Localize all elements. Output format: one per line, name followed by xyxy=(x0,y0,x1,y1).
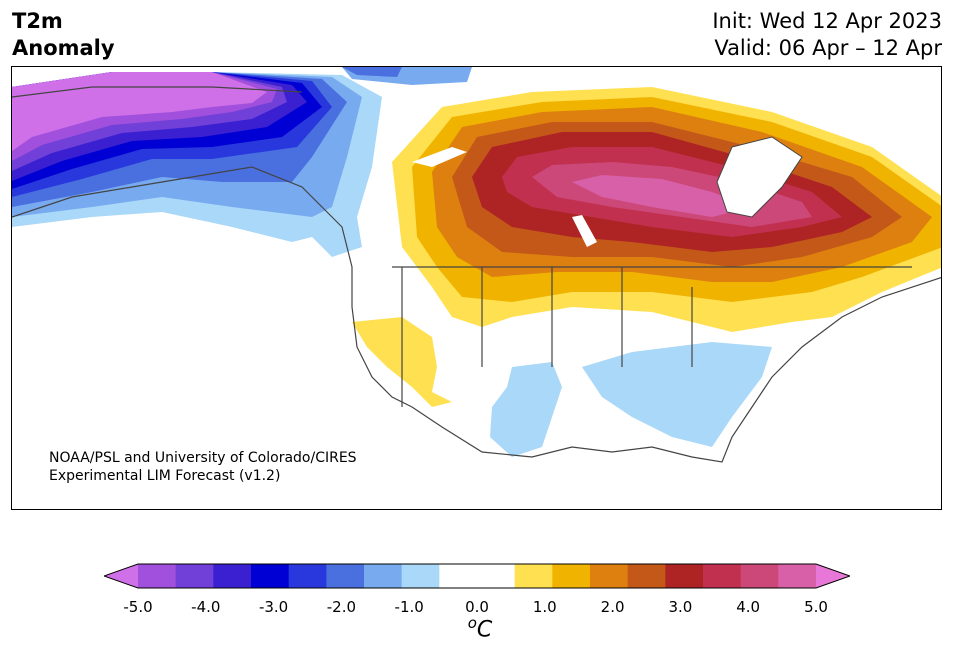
cold-anomaly-southwest xyxy=(490,362,562,457)
colorbar-swatches xyxy=(104,563,850,589)
credit-line-1: NOAA/PSL and University of Colorado/CIRE… xyxy=(49,450,357,466)
colorbar-tick-label: 3.0 xyxy=(668,598,693,616)
colorbar-swatch xyxy=(364,564,403,588)
colorbar-swatch xyxy=(326,564,365,588)
colorbar-tick-label: 4.0 xyxy=(736,598,761,616)
colorbar-outline xyxy=(104,563,850,589)
colorbar-swatch xyxy=(138,564,177,588)
colorbar-swatch xyxy=(401,564,440,588)
colorbar-swatch xyxy=(552,564,591,588)
credit-note: NOAA/PSL and University of Colorado/CIRE… xyxy=(49,449,357,485)
colorbar-tick-label: -4.0 xyxy=(191,598,221,616)
map-canvas xyxy=(12,67,941,463)
colorbar-swatch xyxy=(740,564,779,588)
colorbar-tick-label: 5.0 xyxy=(804,598,828,616)
colorbar-swatch xyxy=(703,564,742,588)
colorbar-unit: oC xyxy=(460,614,500,642)
colorbar xyxy=(104,563,850,589)
colorbar-swatch xyxy=(627,564,666,588)
arctic-water xyxy=(612,67,941,127)
init-date: Init: Wed 12 Apr 2023 xyxy=(712,9,942,33)
unit-degree: o xyxy=(467,614,477,632)
colorbar-tick-label: -1.0 xyxy=(394,598,424,616)
credit-line-2: Experimental LIM Forecast (v1.2) xyxy=(49,468,281,484)
warm-anomaly-canada xyxy=(392,87,941,332)
colorbar-tick-label: 1.0 xyxy=(532,598,557,616)
cold-anomaly-southeast xyxy=(582,342,772,447)
colorbar-swatch xyxy=(175,564,214,588)
forecast-dates: Init: Wed 12 Apr 2023 Valid: 06 Apr – 12… xyxy=(712,8,942,62)
cold-anomaly-alaska xyxy=(12,67,472,257)
valid-range: Valid: 06 Apr – 12 Apr xyxy=(714,36,942,60)
colorbar-tick-label: 0.0 xyxy=(465,598,489,616)
colorbar-extend-high xyxy=(816,564,850,588)
colorbar-swatch xyxy=(590,564,629,588)
colorbar-swatch xyxy=(778,564,817,588)
lake-winnipeg xyxy=(572,215,597,247)
colorbar-swatch xyxy=(288,564,327,588)
colorbar-swatch xyxy=(477,564,516,588)
colorbar-swatch xyxy=(439,564,478,588)
unit-celsius: C xyxy=(476,617,493,643)
title-line-2: Anomaly xyxy=(12,36,115,60)
anomaly-map xyxy=(11,66,942,510)
colorbar-tick-label: -5.0 xyxy=(123,598,153,616)
colorbar-tick-label: -3.0 xyxy=(258,598,289,616)
colorbar-tick-label: 2.0 xyxy=(600,598,625,616)
hudson-bay xyxy=(716,136,803,218)
colorbar-swatch xyxy=(213,564,252,588)
colorbar-swatch xyxy=(514,564,553,588)
colorbar-extend-low xyxy=(104,564,138,588)
colorbar-swatch xyxy=(251,564,290,588)
colorbar-swatch xyxy=(665,564,704,588)
great-slave-lake xyxy=(412,147,467,167)
coastlines xyxy=(12,86,941,463)
map-title: T2m Anomaly xyxy=(12,8,115,62)
colorbar-tick-label: -2.0 xyxy=(326,598,357,616)
title-line-1: T2m xyxy=(12,9,63,33)
